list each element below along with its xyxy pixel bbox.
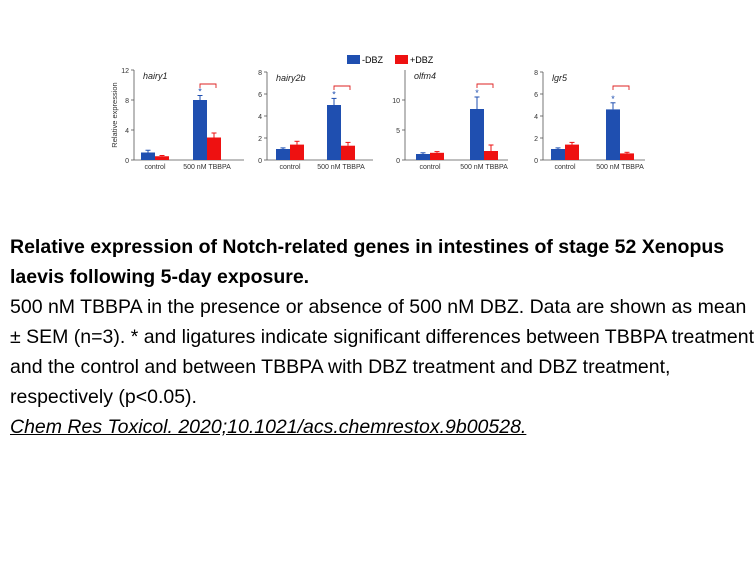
gene-title: hairy1: [143, 71, 168, 81]
y-tick-label: 4: [125, 128, 129, 135]
bar-500-nM-TBBPA--DBZ: [327, 105, 341, 160]
gene-title: lgr5: [552, 73, 568, 83]
y-axis-label: Relative expression: [110, 82, 119, 147]
bar-control-+DBZ: [430, 152, 444, 160]
x-tick-label: control: [144, 164, 165, 171]
bar-control-+DBZ: [565, 144, 579, 160]
panel-lgr5: 0 2 4 6 8 lgr5 control 500 nM TBBPA *: [534, 70, 645, 171]
y-tick-label: 0: [396, 158, 400, 165]
bar-control--DBZ: [551, 149, 565, 160]
bar-500-nM-TBBPA--DBZ: [193, 100, 207, 160]
y-tick-label: 10: [392, 98, 400, 105]
legend-swatch-0: [347, 55, 360, 64]
y-tick-label: 0: [125, 158, 129, 165]
citation-link[interactable]: Chem Res Toxicol. 2020;10.1021/acs.chemr…: [10, 416, 527, 438]
significance-asterisk: *: [475, 88, 479, 98]
bar-500-nM-TBBPA-+DBZ: [620, 153, 634, 160]
gene-title: hairy2b: [276, 73, 306, 83]
significance-ligature: [612, 85, 630, 90]
x-tick-label: 500 nM TBBPA: [460, 164, 508, 171]
bar-500-nM-TBBPA-+DBZ: [484, 151, 498, 160]
bar-500-nM-TBBPA--DBZ: [606, 109, 620, 160]
bar-control-+DBZ: [155, 156, 169, 160]
y-tick-label: 2: [258, 136, 262, 143]
significance-asterisk: *: [332, 89, 336, 99]
y-tick-label: 12: [121, 68, 129, 75]
x-tick-label: control: [279, 164, 300, 171]
y-tick-label: 8: [125, 98, 129, 105]
panel-olfm4: 0 5 10 olfm4 control 500 nM TBBPA *: [392, 70, 508, 171]
bar-control--DBZ: [141, 152, 155, 160]
x-tick-label: control: [554, 164, 575, 171]
y-tick-label: 2: [534, 136, 538, 143]
legend-label-0: -DBZ: [362, 55, 383, 65]
bar-control--DBZ: [416, 154, 430, 160]
significance-asterisk: *: [198, 87, 202, 97]
y-tick-label: 8: [534, 70, 538, 77]
legend: -DBZ +DBZ: [347, 55, 434, 65]
significance-ligature: [476, 83, 494, 88]
x-tick-label: 500 nM TBBPA: [596, 164, 644, 171]
bar-500-nM-TBBPA-+DBZ: [341, 145, 355, 160]
y-tick-label: 0: [534, 158, 538, 165]
y-tick-label: 8: [258, 70, 262, 77]
bar-500-nM-TBBPA--DBZ: [470, 109, 484, 160]
significance-ligature: [199, 83, 217, 88]
significance-ligature: [333, 85, 351, 90]
y-tick-label: 6: [258, 92, 262, 99]
bar-control--DBZ: [276, 149, 290, 160]
y-tick-label: 4: [258, 114, 262, 121]
caption-title: Relative expression of Notch-related gen…: [10, 236, 725, 288]
y-tick-label: 5: [396, 128, 400, 135]
x-tick-label: 500 nM TBBPA: [317, 164, 365, 171]
figure-caption: Relative expression of Notch-related gen…: [10, 232, 754, 442]
gene-title: olfm4: [414, 71, 436, 81]
x-tick-label: control: [419, 164, 440, 171]
panel-hairy2b: 0 2 4 6 8 hairy2b control 500 nM TBBPA *: [258, 70, 373, 171]
legend-swatch-1: [395, 55, 408, 64]
y-tick-label: 0: [258, 158, 262, 165]
x-tick-label: 500 nM TBBPA: [183, 164, 231, 171]
y-tick-label: 6: [534, 92, 538, 99]
legend-label-1: +DBZ: [410, 55, 434, 65]
bar-control-+DBZ: [290, 144, 304, 160]
bar-500-nM-TBBPA-+DBZ: [207, 137, 221, 160]
y-tick-label: 4: [534, 114, 538, 121]
significance-asterisk: *: [611, 94, 615, 104]
caption-description: 500 nM TBBPA in the presence or absence …: [10, 296, 754, 408]
